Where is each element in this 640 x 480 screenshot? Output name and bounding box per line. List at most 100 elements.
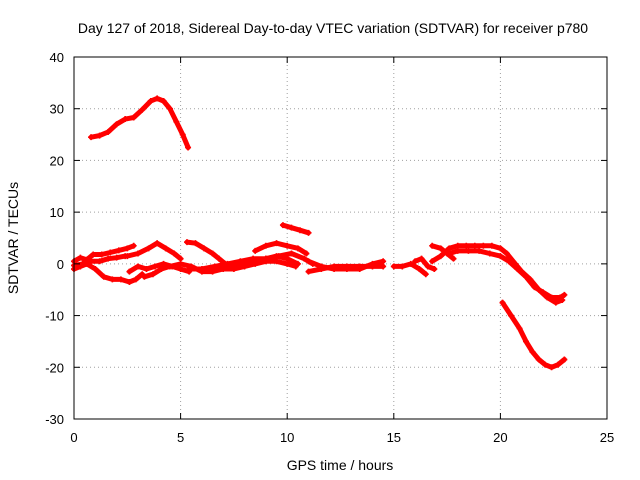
data-point-marker	[561, 291, 568, 298]
data-point-marker	[177, 260, 184, 267]
data-point-marker	[540, 289, 547, 296]
data-trace-arc-15	[412, 255, 438, 273]
data-point-marker	[132, 276, 139, 283]
data-point-marker	[514, 266, 521, 273]
data-point-marker	[105, 255, 112, 262]
data-point-marker	[166, 263, 173, 270]
data-point-marker	[141, 273, 148, 280]
data-point-marker	[446, 250, 453, 257]
data-point-marker	[201, 245, 208, 252]
data-point-marker	[429, 258, 436, 265]
data-point-marker	[252, 247, 259, 254]
data-point-marker	[503, 250, 510, 257]
data-trace-arc-14	[390, 260, 429, 278]
y-tick-label: 30	[50, 102, 64, 117]
data-point-marker	[145, 245, 152, 252]
data-point-marker	[237, 258, 244, 265]
data-point-marker	[186, 266, 193, 273]
x-axis-title: GPS time / hours	[287, 457, 394, 473]
data-trace-arc-18	[446, 247, 568, 301]
data-point-marker	[505, 258, 512, 265]
data-point-marker	[171, 250, 178, 257]
data-trace-arc-6	[124, 240, 184, 262]
trace-line	[88, 95, 191, 150]
y-axis-title: SDTVAR / TECUs	[5, 182, 21, 294]
data-point-marker	[294, 260, 301, 267]
data-point-marker	[380, 258, 387, 265]
data-point-marker	[305, 258, 312, 265]
data-point-marker	[152, 263, 159, 270]
plot-frame	[73, 56, 608, 420]
data-point-marker	[296, 227, 303, 234]
data-point-marker	[554, 361, 561, 368]
data-point-marker	[124, 253, 131, 260]
data-trace-arc-19	[499, 299, 568, 371]
data-point-marker	[522, 273, 529, 280]
data-trace-arc-10	[252, 240, 310, 257]
data-point-marker	[126, 268, 133, 275]
x-tick-label: 5	[177, 430, 184, 445]
data-point-marker	[446, 245, 453, 252]
trace-line	[446, 248, 567, 300]
y-tick-labels: -30 -20 -10 0 10 20 30 40	[45, 50, 64, 427]
data-point-marker	[88, 258, 95, 265]
trace-line	[412, 256, 437, 272]
data-point-marker	[480, 242, 487, 249]
x-tick-label: 0	[70, 430, 77, 445]
data-point-marker	[465, 247, 472, 254]
data-point-marker	[437, 245, 444, 252]
data-point-marker	[88, 134, 95, 141]
data-point-marker	[92, 266, 99, 273]
y-tick-label: -10	[45, 309, 64, 324]
data-point-marker	[356, 266, 363, 273]
data-point-marker	[418, 255, 425, 262]
data-point-marker	[117, 276, 124, 283]
data-point-marker	[305, 229, 312, 236]
data-point-marker	[173, 118, 180, 125]
data-point-marker	[211, 263, 218, 270]
x-tick-label: 20	[493, 430, 507, 445]
data-point-marker	[454, 247, 461, 254]
data-point-marker	[429, 242, 436, 249]
data-point-marker	[548, 294, 555, 301]
data-point-marker	[331, 266, 338, 273]
data-point-marker	[262, 242, 269, 249]
data-point-marker	[407, 260, 414, 267]
data-point-marker	[209, 250, 216, 257]
data-point-marker	[305, 268, 312, 275]
y-tick-label: 40	[50, 50, 64, 65]
y-tick-label: -30	[45, 412, 64, 427]
data-point-marker	[185, 144, 192, 151]
data-point-marker	[107, 249, 114, 256]
data-point-marker	[284, 260, 291, 267]
data-point-marker	[535, 356, 542, 363]
data-point-marker	[134, 263, 141, 270]
trace-line	[141, 258, 299, 280]
data-point-marker	[508, 312, 515, 319]
data-point-marker	[531, 284, 538, 291]
data-point-marker	[105, 128, 112, 135]
axis-ticks	[73, 56, 608, 420]
data-point-marker	[303, 250, 310, 257]
data-point-marker	[450, 255, 457, 262]
data-point-marker	[437, 253, 444, 260]
data-point-marker	[516, 325, 523, 332]
data-point-marker	[552, 299, 559, 306]
data-point-marker	[497, 245, 504, 252]
data-point-marker	[177, 255, 184, 262]
data-point-marker	[109, 276, 116, 283]
data-point-marker	[318, 263, 325, 270]
data-point-marker	[343, 266, 350, 273]
data-trace-arc-1	[88, 95, 192, 151]
data-point-marker	[147, 97, 154, 104]
data-point-marker	[380, 263, 387, 270]
data-point-marker	[160, 97, 167, 104]
data-point-marker	[77, 254, 84, 261]
data-point-marker	[499, 299, 506, 306]
data-point-marker	[416, 266, 423, 273]
data-point-marker	[177, 266, 184, 273]
data-point-marker	[542, 361, 549, 368]
data-point-marker	[113, 121, 120, 128]
data-point-marker	[130, 114, 137, 121]
